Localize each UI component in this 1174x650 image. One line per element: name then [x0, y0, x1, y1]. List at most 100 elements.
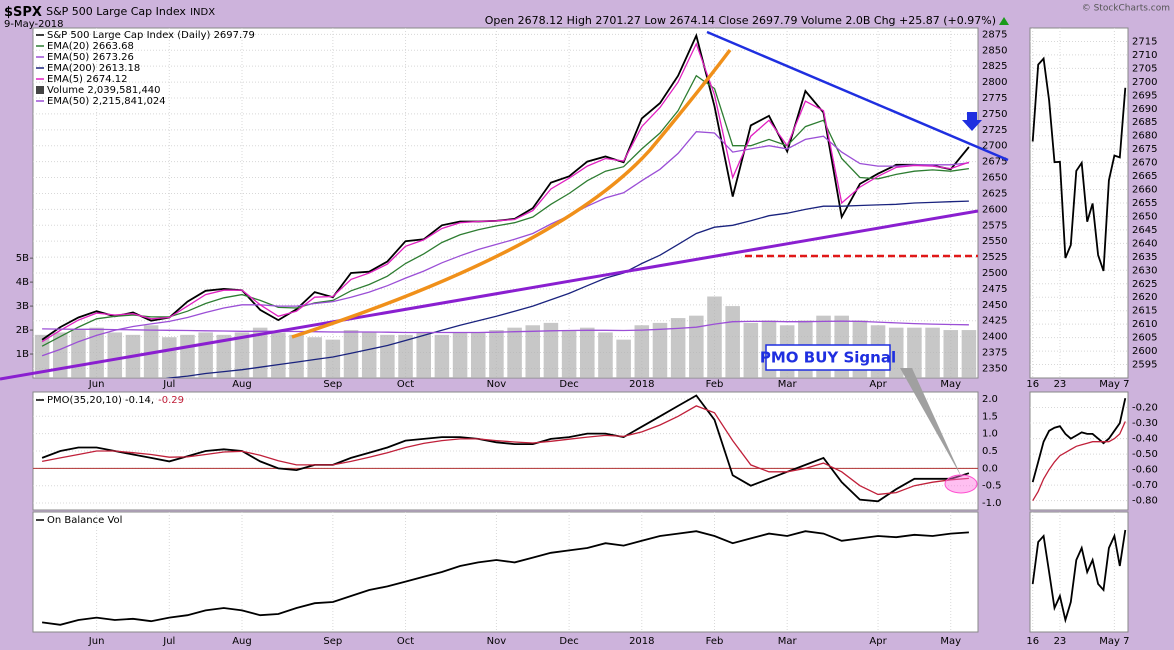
y2-tick-label: 2B: [16, 325, 29, 336]
volume-bar: [434, 334, 450, 378]
volume-bar: [961, 330, 977, 378]
volume-bar: [89, 327, 104, 378]
volume-bar: [71, 330, 86, 378]
y-tick-label: 2625: [982, 188, 1007, 199]
y-tick-label: 2615: [1132, 306, 1157, 317]
series-line: [1032, 421, 1126, 502]
series-line: [42, 320, 969, 334]
volume-bar: [707, 296, 722, 378]
x-tick-label: Oct: [397, 379, 414, 390]
y-tick-label: 2690: [1132, 104, 1157, 115]
volume-bar: [525, 325, 541, 378]
volume-bar: [634, 325, 650, 378]
volume-bar: [943, 330, 959, 378]
volume-bar: [216, 334, 232, 378]
legend-entry: S&P 500 Large Cap Index (Daily) 2697.79: [47, 30, 255, 41]
volume-bar: [107, 332, 123, 378]
legend-swatch: [36, 86, 44, 94]
annotation-box: [765, 344, 891, 371]
series-line: [1031, 529, 1127, 624]
series-group: [1031, 56, 1127, 272]
volume-bar: [543, 322, 559, 378]
volume-bar: [452, 332, 468, 378]
x-tick-label: Aug: [232, 636, 252, 647]
y-tick-label: 1.0: [982, 429, 998, 440]
x-tick-label: 2018: [629, 379, 654, 390]
date: 9-May-2018: [4, 19, 64, 30]
x-tick-label: Sep: [323, 636, 342, 647]
y-tick-label: -1.0: [982, 498, 1002, 509]
plot-area: [32, 511, 979, 633]
x-tick-label: May: [940, 379, 961, 390]
x-tick-label: May 7: [1099, 379, 1129, 390]
series-line: [1031, 398, 1127, 483]
volume-bar: [416, 332, 431, 378]
y-tick-label: 2670: [1132, 158, 1157, 169]
series-line: [41, 394, 970, 503]
y-tick-label: 2715: [1132, 36, 1157, 47]
plot-area: [32, 391, 979, 511]
volume-bar: [289, 334, 304, 378]
y2-tick-label: 1B: [16, 349, 29, 360]
panel: 2595 2600 2605 2610 2615 2620 2625 2630 2635 2640…: [1026, 27, 1157, 390]
y-tick-label: 2775: [982, 93, 1007, 104]
x-tick-label: May: [940, 636, 961, 647]
y-tick-label: 2665: [1132, 171, 1157, 182]
x-tick-label: Nov: [487, 379, 507, 390]
legend-entry: EMA(20) 2663.68: [47, 41, 134, 52]
x-tick-label: Aug: [232, 379, 252, 390]
y-tick-label: -0.30: [1132, 418, 1158, 429]
y-tick-label: 2875: [982, 29, 1007, 40]
y-tick-label: 2635: [1132, 252, 1157, 263]
x-tick-label: Oct: [397, 636, 414, 647]
signal-highlight: [944, 474, 978, 494]
callout: [900, 368, 962, 478]
panel: -0.80 -0.70 -0.60 -0.50 -0.40 -0.30 -0.20: [1029, 391, 1158, 511]
x-tick-label: Feb: [706, 379, 724, 390]
y-tick-label: 2610: [1132, 319, 1157, 330]
volume-bar: [743, 322, 759, 378]
volume-bar: [598, 332, 613, 378]
quote: Open 2678.12 High 2701.27 Low 2674.14 Cl…: [485, 14, 996, 27]
panels: 2350 2375 2400 2425 2450 2475 2500 2525 2550 2575…: [16, 27, 1158, 647]
y-tick-label: 2650: [982, 173, 1007, 184]
series-group: [33, 394, 978, 503]
y-tick-label: 2850: [982, 45, 1007, 56]
y-tick-label: 2750: [982, 109, 1007, 120]
volume-bar: [652, 322, 668, 378]
x-tick-label: Jul: [162, 379, 175, 390]
parabolic-curve: [291, 48, 732, 339]
y-tick-label: 2695: [1132, 90, 1157, 101]
panel: 2350 2375 2400 2425 2450 2475 2500 2525 2550 2575…: [16, 27, 1007, 390]
series-line: [41, 131, 969, 357]
support-trendline: [0, 209, 979, 381]
y-tick-label: -0.80: [1132, 496, 1158, 507]
y-tick-label: 2710: [1132, 50, 1157, 61]
volume-bar: [888, 327, 904, 378]
series-group: [1031, 529, 1127, 624]
y-tick-label: 2640: [1132, 238, 1157, 249]
y-tick-label: -0.40: [1132, 434, 1158, 445]
x-tick-label: Jun: [88, 379, 105, 390]
y-tick-label: 2.0: [982, 394, 998, 405]
legend-entry: EMA(200) 2613.18: [47, 63, 140, 74]
exchange: INDX: [190, 7, 215, 18]
x-tick-label: 23: [1054, 636, 1067, 647]
y2-tick-label: 3B: [16, 301, 29, 312]
y-tick-label: 2595: [1132, 360, 1157, 371]
x-tick-label: Dec: [559, 379, 578, 390]
series-line: [165, 200, 969, 378]
legend-entry: -0.29: [158, 395, 184, 406]
volume-bar: [580, 327, 595, 378]
y-tick-label: 0.0: [982, 463, 998, 474]
y-tick-label: -0.5: [982, 481, 1002, 492]
y-tick-label: -0.70: [1132, 480, 1158, 491]
y2-tick-label: 5B: [16, 253, 29, 264]
series-group: [41, 530, 969, 626]
legend-entry: EMA(50) 2,215,841,024: [47, 96, 166, 107]
x-tick-label: Jul: [162, 636, 175, 647]
legend-entry: PMO(35,20,10) -0.14,: [47, 395, 154, 406]
y-tick-label: 2625: [1132, 279, 1157, 290]
y-tick-label: 2725: [982, 125, 1007, 136]
y-tick-label: 2645: [1132, 225, 1157, 236]
